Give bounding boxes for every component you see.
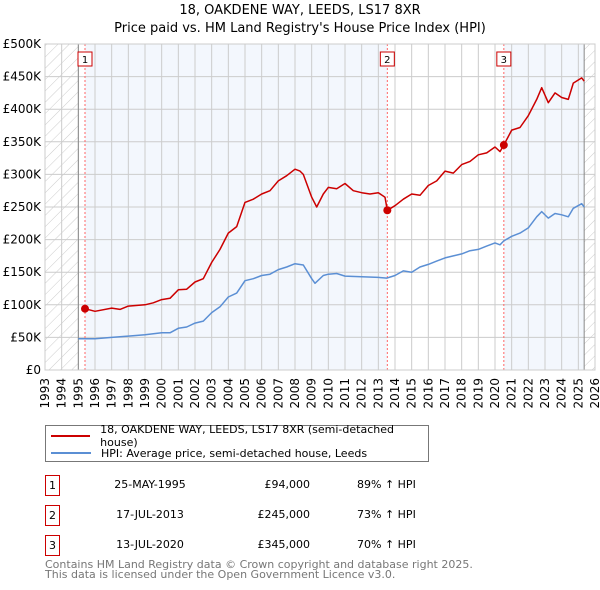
x-tick-label: 2024 — [555, 378, 569, 409]
legend-item-property: 18, OAKDENE WAY, LEEDS, LS17 8XR (semi-d… — [51, 423, 428, 449]
x-tick-label: 2013 — [371, 378, 385, 409]
x-tick-label: 2021 — [505, 378, 519, 409]
sale-marker-label: 1 — [82, 55, 88, 66]
x-tick-label: 2001 — [171, 378, 185, 409]
sale-marker-label: 2 — [384, 55, 390, 66]
x-tick-label: 2007 — [271, 378, 285, 409]
sale-marker-box — [496, 51, 512, 67]
sale-row: 3 13-JUL-2020 £345,000 70% ↑ HPI — [45, 535, 465, 556]
y-tick-label: £300K — [3, 167, 43, 181]
x-tick-label: 1997 — [105, 378, 119, 409]
chart-title: 18, OAKDENE WAY, LEEDS, LS17 8XR Price p… — [0, 2, 600, 38]
y-tick-label: £100K — [3, 298, 43, 312]
sale-marker-badge: 3 — [45, 535, 60, 556]
x-tick-label: 1999 — [138, 378, 152, 409]
sale-point — [383, 206, 392, 215]
sale-price: £94,000 — [264, 478, 311, 491]
x-tick-label: 2016 — [421, 378, 435, 409]
footer: Contains HM Land Registry data © Crown c… — [45, 558, 473, 581]
title-line-1: 18, OAKDENE WAY, LEEDS, LS17 8XR — [179, 3, 421, 18]
legend-label: HPI: Average price, semi-detached house,… — [101, 446, 368, 460]
sale-marker-label: 3 — [501, 55, 507, 66]
legend-swatch — [51, 452, 91, 454]
x-tick-label: 2014 — [388, 378, 402, 409]
y-tick-label: £350K — [3, 135, 43, 149]
y-tick-label: £0 — [26, 363, 41, 377]
x-tick-label: 1996 — [88, 378, 102, 409]
sale-marker-badge: 1 — [45, 475, 60, 496]
sale-hpi: 89% ↑ HPI — [357, 478, 416, 491]
hpi-line — [78, 202, 585, 340]
x-tick-label: 1995 — [71, 378, 85, 409]
x-tick-label: 2002 — [188, 378, 202, 409]
y-tick-label: £450K — [3, 70, 43, 84]
x-tick-label: 2006 — [255, 378, 269, 409]
legend-item-hpi: HPI: Average price, semi-detached house,… — [51, 445, 367, 461]
y-tick-label: £150K — [3, 265, 43, 279]
price-paid-line — [84, 77, 585, 313]
x-tick-label: 1998 — [121, 378, 135, 409]
x-tick-label: 2004 — [221, 378, 235, 409]
sale-point — [499, 141, 508, 150]
x-tick-label: 2003 — [205, 378, 219, 409]
x-tick-label: 2005 — [238, 378, 252, 409]
sale-price: £245,000 — [257, 508, 311, 521]
sale-marker-badge: 2 — [45, 505, 60, 526]
sale-date: 25-MAY-1995 — [114, 478, 186, 491]
sale-row: 1 25-MAY-1995 £94,000 89% ↑ HPI — [45, 475, 465, 496]
x-tick-label: 2000 — [155, 378, 169, 409]
x-tick-label: 2018 — [455, 378, 469, 409]
copyright-text: Contains HM Land Registry data © Crown c… — [45, 558, 473, 571]
x-tick-label: 2015 — [405, 378, 419, 409]
sale-date: 13-JUL-2020 — [116, 538, 184, 551]
legend-label: 18, OAKDENE WAY, LEEDS, LS17 8XR (semi-d… — [100, 423, 394, 449]
y-tick-label: £250K — [3, 200, 43, 214]
sale-hpi: 70% ↑ HPI — [357, 538, 416, 551]
legend: 18, OAKDENE WAY, LEEDS, LS17 8XR (semi-d… — [45, 423, 429, 462]
sale-marker-box — [77, 51, 93, 67]
title-line-2: Price paid vs. HM Land Registry's House … — [114, 21, 486, 36]
sale-date: 17-JUL-2013 — [116, 508, 184, 521]
sale-point — [81, 304, 89, 313]
x-tick-label: 1994 — [55, 378, 69, 409]
licence-text: This data is licensed under the Open Gov… — [45, 568, 396, 581]
sale-hpi: 73% ↑ HPI — [357, 508, 416, 521]
sale-marker-box — [379, 51, 395, 67]
x-tick-label: 2010 — [321, 378, 335, 409]
x-tick-label: 2022 — [521, 378, 535, 409]
sale-price: £345,000 — [257, 538, 311, 551]
y-tick-label: £500K — [3, 37, 43, 51]
x-tick-label: 2009 — [305, 378, 319, 409]
legend-swatch — [51, 435, 91, 437]
x-tick-label: 1993 — [38, 378, 52, 409]
x-tick-label: 2023 — [538, 378, 552, 409]
sale-row: 2 17-JUL-2013 £245,000 73% ↑ HPI — [45, 505, 465, 526]
y-tick-label: £50K — [10, 330, 42, 344]
x-tick-label: 2017 — [438, 378, 452, 409]
x-tick-label: 2019 — [471, 378, 485, 409]
x-tick-label: 2012 — [355, 378, 369, 409]
x-tick-label: 2011 — [338, 378, 352, 409]
plot-border — [44, 43, 596, 371]
x-tick-label: 2020 — [488, 378, 502, 409]
plot-area: 1993 1994 1995 1996 1997 1998 1999 2000 2001 2002… — [3, 37, 600, 409]
x-tick-label: 2025 — [571, 378, 585, 409]
x-tick-label: 2008 — [288, 378, 302, 409]
x-tick-label: 2026 — [588, 378, 600, 409]
y-tick-label: £400K — [3, 102, 43, 116]
y-tick-label: £200K — [3, 233, 43, 247]
